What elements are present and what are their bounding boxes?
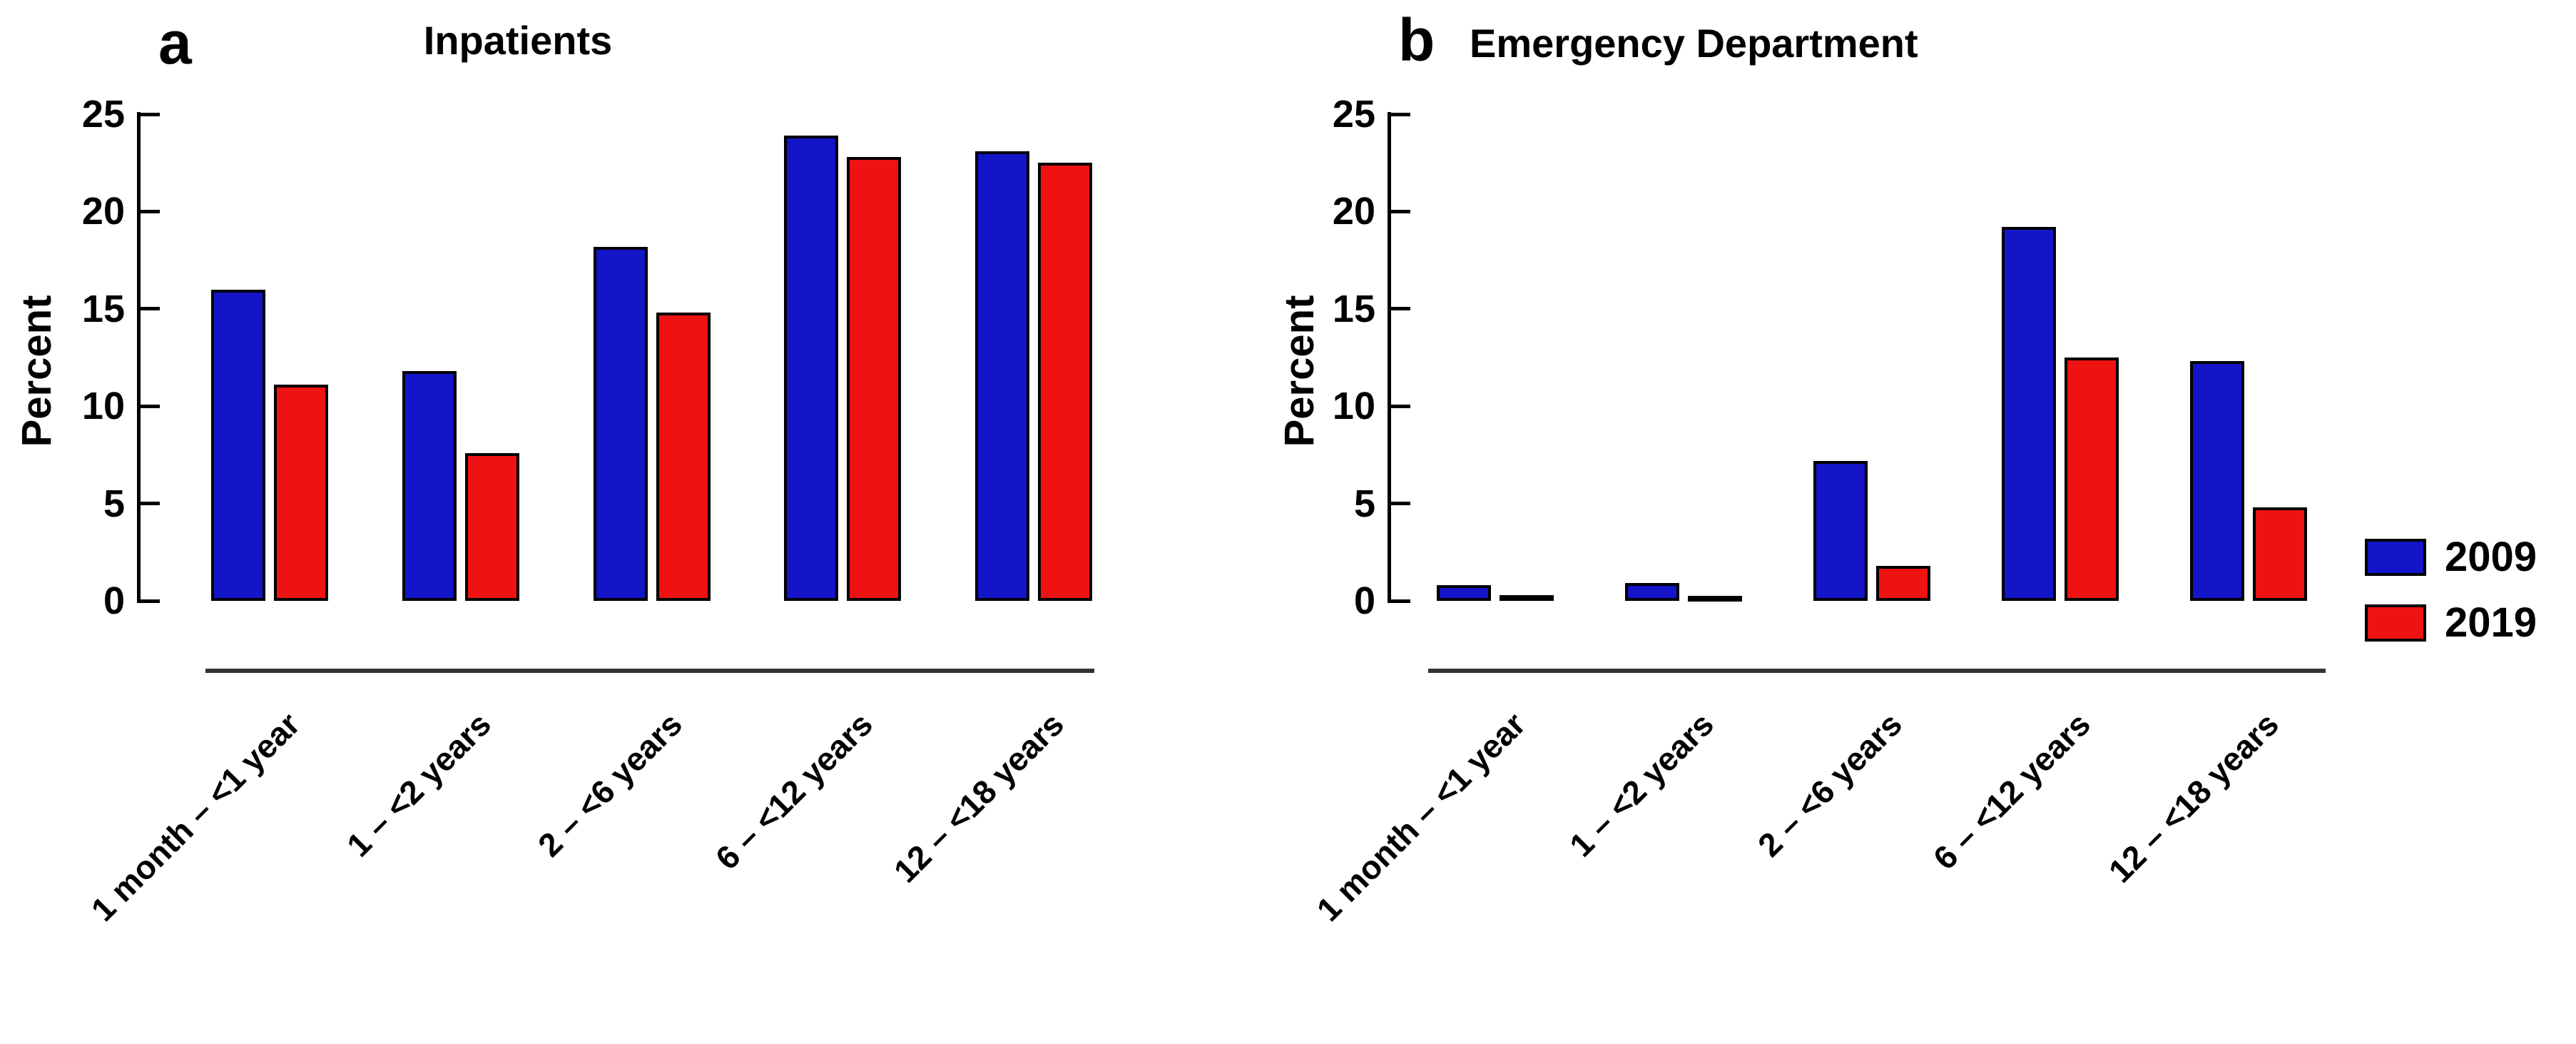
x-axis-category-label: 12 – <18 years bbox=[886, 705, 1071, 890]
y-tick-label: 25 bbox=[1332, 93, 1375, 136]
figure: a Inpatients Percent 0 5 10 15 20 25 1 month … bbox=[0, 0, 2576, 990]
panel-title-emergency-department: Emergency Department bbox=[1470, 21, 1918, 66]
x-axis-category-label: 2 – <6 years bbox=[1750, 705, 1910, 864]
legend-row-2019: 2019 bbox=[2365, 602, 2537, 644]
y-axis-line bbox=[137, 112, 141, 603]
y-tick-label: 25 bbox=[81, 93, 125, 136]
y-tick-label: 20 bbox=[1332, 190, 1375, 233]
x-axis-category-label: 1 – <2 years bbox=[339, 705, 499, 864]
bar-2019-group-3 bbox=[1876, 566, 1930, 601]
x-axis-line bbox=[1428, 669, 2326, 673]
y-tick-label: 20 bbox=[81, 190, 125, 233]
bar-2009-group-1 bbox=[211, 290, 265, 601]
legend-label-2019: 2019 bbox=[2445, 599, 2537, 646]
bar-2019-group-4 bbox=[847, 157, 901, 601]
legend-swatch-2019 bbox=[2365, 604, 2426, 642]
x-axis-category-label: 12 – <18 years bbox=[2101, 705, 2286, 890]
y-tick-mark bbox=[1391, 502, 1410, 506]
x-axis-category-label: 6 – <12 years bbox=[708, 705, 880, 877]
panel-title-inpatients: Inpatients bbox=[423, 18, 613, 63]
bar-2019-group-1 bbox=[274, 385, 328, 601]
bar-2009-group-2 bbox=[1625, 583, 1679, 601]
x-axis-line bbox=[205, 669, 1094, 673]
y-tick-label: 5 bbox=[1353, 482, 1375, 525]
legend-label-2009: 2009 bbox=[2445, 534, 2537, 580]
panel-a: a Inpatients Percent 0 5 10 15 20 25 1 month … bbox=[0, 0, 1248, 990]
y-tick-label: 0 bbox=[103, 579, 125, 622]
y-tick-mark bbox=[141, 307, 160, 311]
y-tick-mark bbox=[1391, 599, 1410, 603]
bar-2009-group-1 bbox=[1437, 585, 1491, 601]
bar-2009-group-2 bbox=[402, 371, 457, 601]
y-tick-label: 10 bbox=[81, 385, 125, 428]
x-axis-category-label: 2 – <6 years bbox=[530, 705, 690, 864]
bar-2009-group-5 bbox=[975, 151, 1029, 601]
bar-2009-group-4 bbox=[2002, 227, 2056, 601]
bar-2009-group-5 bbox=[2190, 361, 2244, 601]
y-tick-mark bbox=[1391, 404, 1410, 408]
y-tick-mark bbox=[141, 209, 160, 213]
panel-letter-b: b bbox=[1398, 6, 1435, 74]
y-tick-label: 15 bbox=[81, 287, 125, 330]
y-tick-label: 0 bbox=[1353, 579, 1375, 622]
bar-2009-group-3 bbox=[1813, 461, 1868, 601]
y-tick-mark bbox=[1391, 307, 1410, 311]
bar-2019-group-3 bbox=[656, 313, 711, 601]
panel-b: b Emergency Department Percent 0 5 10 15 20 2… bbox=[1248, 0, 2576, 990]
x-axis-category-label: 1 – <2 years bbox=[1562, 705, 1721, 864]
y-tick-label: 5 bbox=[103, 482, 125, 525]
bar-2019-group-1 bbox=[1500, 595, 1554, 601]
y-tick-label: 10 bbox=[1332, 385, 1375, 428]
y-tick-mark bbox=[141, 112, 160, 116]
bar-2019-group-2 bbox=[465, 453, 519, 601]
bar-2019-group-5 bbox=[1038, 163, 1092, 601]
x-axis-category-label: 6 – <12 years bbox=[1925, 705, 2098, 877]
bar-2009-group-3 bbox=[594, 247, 648, 601]
y-axis-line bbox=[1388, 112, 1391, 603]
y-tick-mark bbox=[141, 404, 160, 408]
y-tick-mark bbox=[1391, 112, 1410, 116]
panel-letter-a: a bbox=[158, 9, 192, 76]
y-tick-mark bbox=[141, 502, 160, 506]
y-tick-label: 15 bbox=[1332, 287, 1375, 330]
bar-2019-group-4 bbox=[2065, 358, 2119, 601]
legend-row-2009: 2009 bbox=[2365, 537, 2537, 578]
x-axis-category-label: 1 month – <1 year bbox=[83, 705, 307, 928]
y-tick-mark bbox=[1391, 209, 1410, 213]
legend-swatch-2009 bbox=[2365, 539, 2426, 576]
bar-2019-group-2 bbox=[1688, 596, 1742, 602]
y-tick-mark bbox=[141, 599, 160, 603]
bar-2019-group-5 bbox=[2253, 507, 2307, 601]
bar-2009-group-4 bbox=[784, 136, 838, 601]
